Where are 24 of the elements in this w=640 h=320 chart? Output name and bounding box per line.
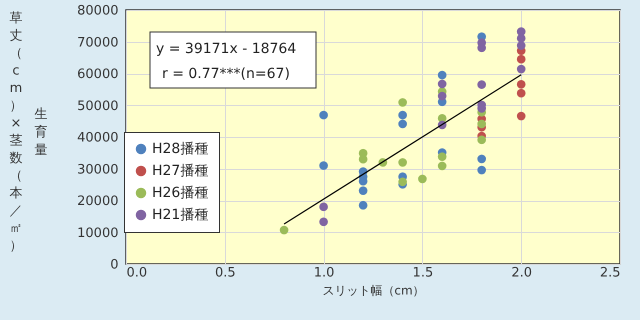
y-tick-label: 80000	[77, 4, 118, 18]
x-tick-label: 1.0	[314, 266, 334, 280]
y-tick-label: 70000	[77, 35, 118, 50]
legend-label: H27播種	[152, 163, 208, 179]
y-tick-label: 50000	[77, 98, 118, 114]
y-tick-label: 20000	[77, 194, 118, 209]
y-tick-label: 10000	[77, 226, 118, 241]
y-tick-label: 0	[110, 258, 118, 272]
y-tick-label: 40000	[77, 130, 118, 146]
annotation: r = 0.77***(n=67)	[162, 66, 290, 82]
x-tick-label: 0.0	[126, 266, 148, 280]
x-axis-title: スリット幅（cm）	[322, 284, 425, 298]
y-axis-title: 生育量	[34, 107, 48, 158]
text: 草丈（cm）×茎数（本／㎡）	[10, 11, 22, 254]
x-tick-label: 1.5	[412, 266, 434, 280]
x-tick-label: 2.0	[511, 266, 532, 280]
x-tick-label: 2.5	[600, 266, 620, 280]
y-tick-label: 30000	[77, 162, 118, 178]
y-tick-label: 60000	[77, 67, 118, 82]
legend-label: H21播種	[152, 207, 208, 223]
legend-label: H28播種	[152, 141, 208, 157]
annotation: y = 39171x - 18764	[156, 41, 296, 57]
x-tick-label: 0.5	[214, 266, 236, 280]
legend-label: H26播種	[152, 185, 208, 201]
